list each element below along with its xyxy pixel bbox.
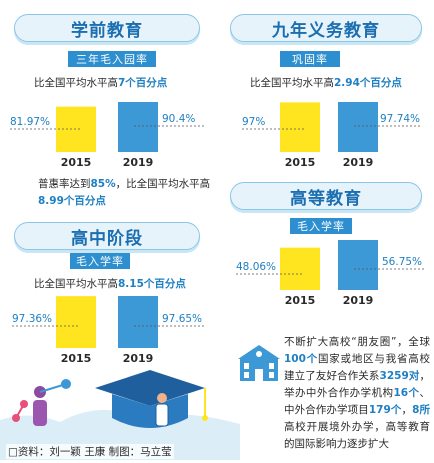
higher-para-5: ， <box>401 404 413 416</box>
higher-para-1: 不断扩大高校“朋友圈”，全球 <box>284 336 430 348</box>
preschool-tick-2015: 2015 <box>61 156 92 169</box>
higher-value-label-2019: 56.75% <box>382 256 422 268</box>
higher-metric-label: 毛入学率 <box>290 218 352 234</box>
preschool-note-value2: 8.99个百分点 <box>38 195 106 207</box>
preschool-note: 普惠率达到85%，比全国平均水平高 8.99个百分点 <box>38 176 214 210</box>
compulsory-cmp-value: 2.94个百分点 <box>334 77 402 89</box>
preschool-comparison: 比全国平均水平高7个百分点 <box>34 75 167 90</box>
higher-para-v3: 16个 <box>393 387 420 399</box>
compulsory-value-label-2015: 97% <box>242 116 265 128</box>
compulsory-tick-2019: 2019 <box>343 156 374 169</box>
compulsory-comparison: 比全国平均水平高2.94个百分点 <box>250 75 402 90</box>
high-school-comparison: 比全国平均水平高8.15个百分点 <box>34 276 186 291</box>
preschool-metric-label: 三年毛入园率 <box>68 51 156 67</box>
higher-para-v2: 3259对 <box>379 370 420 382</box>
higher-title: 高等教育 <box>230 182 422 210</box>
preschool-note-mid: ，比全国平均水平高 <box>115 178 211 190</box>
high_school-bar-2015 <box>56 296 96 348</box>
high-school-cmp-prefix: 比全国平均水平高 <box>34 278 118 290</box>
higher-para-v5: 8所 <box>412 404 431 416</box>
higher-paragraph: 不断扩大高校“朋友圈”，全球 100个国家或地区与我省高校建立了友好合作关系325… <box>284 334 430 453</box>
compulsory-bar-2015 <box>280 102 320 152</box>
high_school-tick-2019: 2019 <box>123 352 154 365</box>
compulsory-metric-label: 巩固率 <box>280 51 340 67</box>
compulsory-value-label-2019: 97.74% <box>380 113 420 125</box>
preschool-cmp-value: 7个百分点 <box>118 77 168 89</box>
compulsory-tick-2015: 2015 <box>285 156 316 169</box>
higher-para-6: 高校开展境外办学，高等教育的国际影响力逐步扩大 <box>284 421 430 450</box>
preschool-value-label-2015: 81.97% <box>10 116 50 128</box>
higher-para-4: 、中外合作办学项目 <box>284 387 430 416</box>
credit-text: 资料：刘一颖 王康 制图：马立莹 <box>17 446 172 458</box>
high_school-value-label-2015: 97.36% <box>12 313 52 325</box>
preschool-bar-2019 <box>118 102 158 152</box>
higher-bar-2015 <box>280 247 320 290</box>
higher-para-3: ，举办中外合作办学机构 <box>284 370 431 399</box>
high_school-value-label-2019: 97.65% <box>162 313 202 325</box>
higher-para-2: 国家或地区与我省高校建立了友好合作关系 <box>284 353 431 382</box>
high-school-title: 高中阶段 <box>14 222 200 250</box>
compulsory-title: 九年义务教育 <box>230 14 422 42</box>
higher-para-v4: 179个 <box>368 404 402 416</box>
credit-line: □资料：刘一颖 王康 制图：马立莹 <box>6 444 174 459</box>
high-school-cmp-value: 8.15个百分点 <box>118 278 186 290</box>
compulsory-bar-2019 <box>338 102 378 152</box>
preschool-title: 学前教育 <box>14 14 200 42</box>
high_school-tick-2015: 2015 <box>61 352 92 365</box>
preschool-cmp-prefix: 比全国平均水平高 <box>34 77 118 89</box>
higher-tick-2019: 2019 <box>343 294 374 307</box>
higher-tick-2015: 2015 <box>285 294 316 307</box>
school-building-icon <box>238 345 280 381</box>
preschool-value-label-2019: 90.4% <box>162 113 195 125</box>
compulsory-cmp-prefix: 比全国平均水平高 <box>250 77 334 89</box>
preschool-note-value1: 85% <box>90 178 116 190</box>
preschool-tick-2019: 2019 <box>123 156 154 169</box>
high-school-metric-label: 毛入学率 <box>70 253 130 269</box>
higher-para-v1: 100个 <box>284 353 318 365</box>
preschool-note-prefix: 普惠率达到 <box>38 178 91 190</box>
high_school-bar-2019 <box>118 296 158 348</box>
higher-bar-2019 <box>338 240 378 290</box>
higher-value-label-2015: 48.06% <box>236 261 276 273</box>
